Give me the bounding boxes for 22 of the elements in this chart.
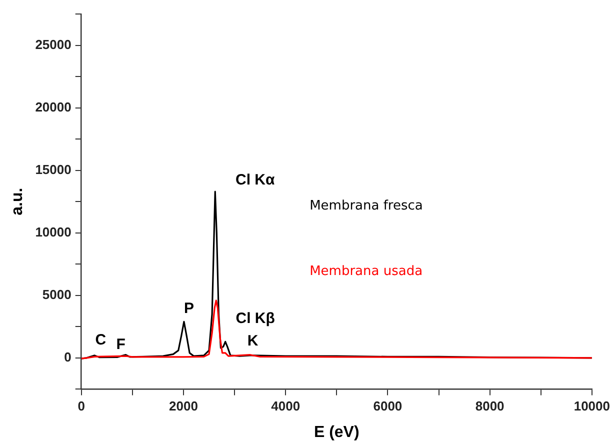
- x-tick-label: 8000: [475, 398, 504, 414]
- y-tick-label: 5000: [42, 286, 72, 302]
- y-tick-label: 20000: [35, 99, 72, 114]
- x-axis-title: E (eV): [314, 424, 360, 441]
- y-axis-title: a.u.: [9, 188, 26, 216]
- annotation: C: [95, 332, 106, 349]
- y-tick-label: 25000: [35, 36, 72, 52]
- annotation: Cl Kβ: [236, 310, 275, 327]
- y-tick-label: 10000: [35, 224, 72, 240]
- x-tick-label: 10000: [574, 398, 610, 414]
- text: Membrana fresca: [310, 198, 423, 214]
- annotation: P: [184, 300, 194, 317]
- x-tick-label: 2000: [169, 398, 198, 414]
- annotation: F: [116, 336, 126, 353]
- x-tick-label: 0: [78, 398, 85, 414]
- text: Membrana usada: [310, 264, 423, 280]
- annotation: Cl Kα: [236, 172, 276, 189]
- y-tick-label: 15000: [35, 162, 72, 177]
- y-tick-label: 0: [64, 350, 72, 365]
- annotation: K: [247, 332, 258, 350]
- x-tick-label: 4000: [271, 398, 300, 414]
- x-tick-label: 6000: [373, 398, 402, 414]
